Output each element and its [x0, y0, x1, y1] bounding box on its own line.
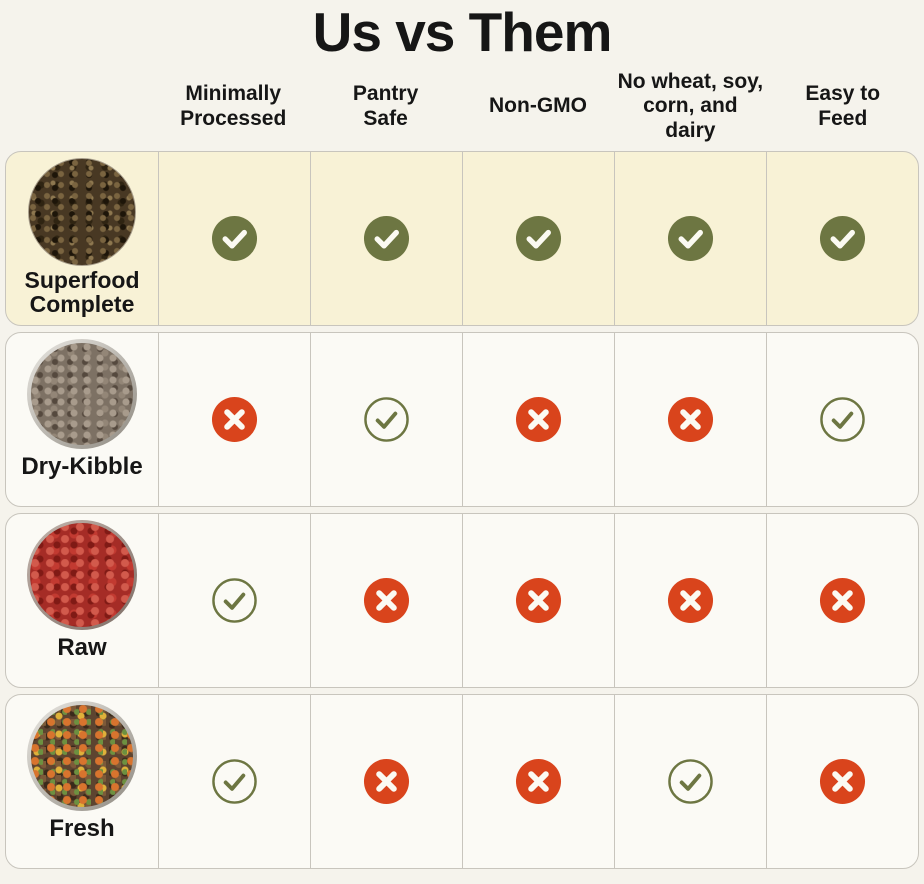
table-row: Dry-Kibble	[5, 331, 919, 507]
value-cell	[614, 513, 766, 687]
cross-icon	[819, 577, 866, 623]
check-outline-icon	[212, 577, 257, 623]
product-cell: Superfood Complete	[6, 152, 158, 325]
fresh-photo	[27, 700, 137, 811]
value-cell	[766, 513, 918, 687]
superfood-complete-photo	[28, 157, 136, 266]
value-cell	[614, 332, 766, 506]
value-cell	[462, 694, 614, 868]
value-cell	[310, 694, 462, 868]
value-cell	[310, 513, 462, 687]
cross-icon	[363, 758, 410, 804]
value-cell	[614, 694, 766, 868]
raw-photo	[27, 519, 137, 630]
product-cell: Fresh	[6, 695, 158, 868]
photo-texture	[30, 522, 134, 627]
value-cell	[766, 151, 918, 325]
check-outline-icon	[820, 396, 865, 442]
value-cell	[158, 332, 310, 506]
photo-texture	[29, 158, 135, 265]
check-filled-icon	[819, 215, 866, 261]
cross-icon	[515, 396, 562, 442]
check-filled-icon	[515, 215, 562, 261]
product-cell: Raw	[6, 514, 158, 687]
dry-kibble-photo	[27, 338, 137, 449]
photo-texture	[31, 342, 133, 445]
value-cell	[462, 151, 614, 325]
column-header: Easy to Feed	[805, 82, 881, 130]
table-row: Fresh	[5, 693, 919, 869]
column-header: Non-GMO	[489, 94, 587, 118]
column-header: No wheat, soy, corn, and dairy	[617, 70, 764, 142]
product-label: Fresh	[49, 814, 115, 842]
value-cell	[158, 694, 310, 868]
header-row: Minimally Processed Pantry Safe Non-GMO No …	[5, 63, 919, 151]
check-outline-icon	[212, 758, 257, 804]
cross-icon	[515, 577, 562, 623]
value-cell	[158, 513, 310, 687]
cross-icon	[819, 758, 866, 804]
product-label: Superfood Complete	[24, 266, 140, 317]
check-filled-icon	[211, 215, 258, 261]
column-header: Minimally Processed	[180, 82, 287, 130]
cross-icon	[667, 396, 714, 442]
product-label: Dry-Kibble	[21, 452, 143, 480]
value-cell	[310, 151, 462, 325]
cross-icon	[667, 577, 714, 623]
column-header: Pantry Safe	[352, 82, 419, 130]
product-cell: Dry-Kibble	[6, 333, 158, 506]
value-cell	[462, 332, 614, 506]
value-cell	[766, 694, 918, 868]
page-title: Us vs Them	[312, 1, 613, 63]
cross-icon	[515, 758, 562, 804]
value-cell	[614, 151, 766, 325]
cross-icon	[363, 577, 410, 623]
cross-icon	[211, 396, 258, 442]
value-cell	[310, 332, 462, 506]
value-cell	[462, 513, 614, 687]
photo-texture	[31, 704, 133, 807]
check-outline-icon	[668, 758, 713, 804]
check-filled-icon	[667, 215, 714, 261]
comparison-table: Superfood Complete Dry-Kibble	[0, 150, 924, 869]
product-label: Raw	[57, 633, 107, 661]
table-row: Raw	[5, 512, 919, 688]
value-cell	[766, 332, 918, 506]
value-cell	[158, 151, 310, 325]
table-row: Superfood Complete	[5, 150, 919, 326]
check-filled-icon	[363, 215, 410, 261]
check-outline-icon	[364, 396, 409, 442]
